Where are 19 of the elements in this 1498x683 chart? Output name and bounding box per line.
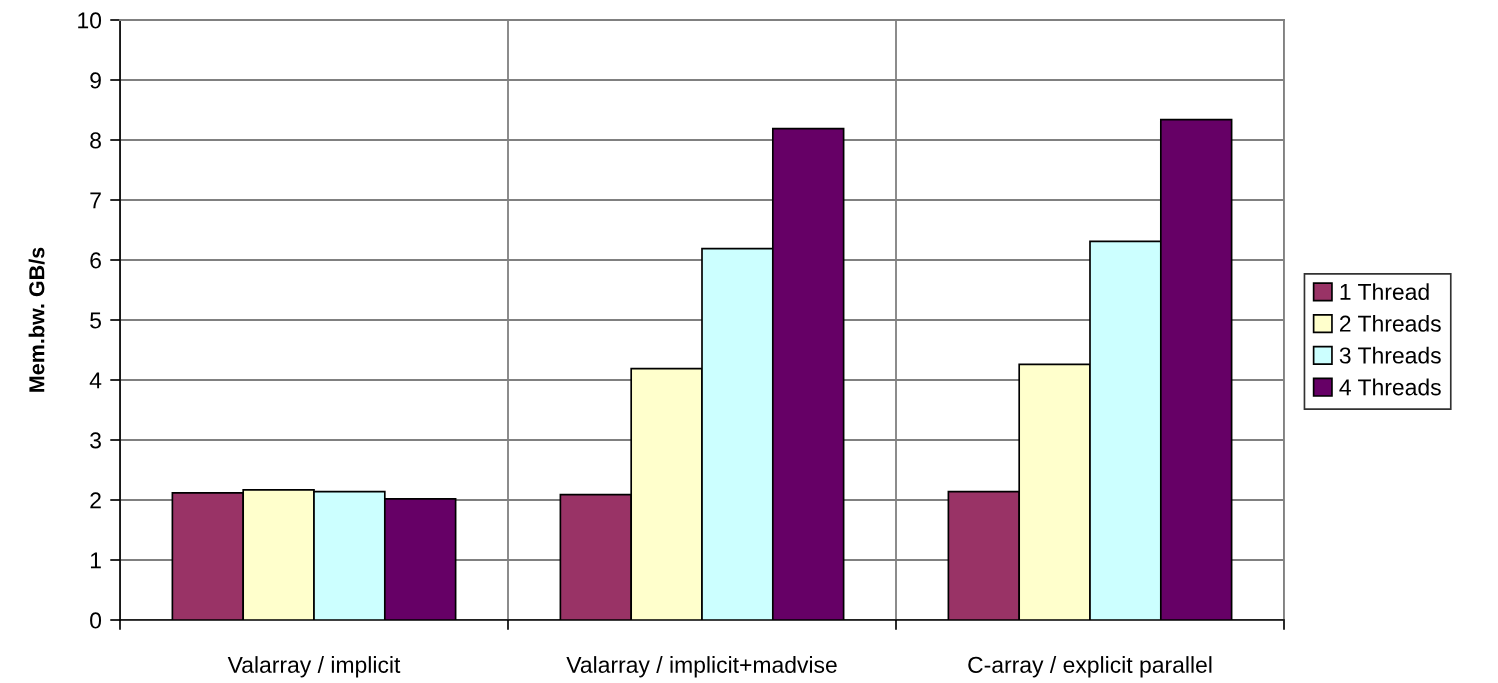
- y-tick-label: 2: [90, 492, 101, 509]
- y-tick-label: 10: [78, 12, 102, 29]
- y-tick-label: 0: [90, 612, 102, 629]
- y-axis-title: Mem.bw. GB/s: [28, 247, 45, 392]
- y-tick-label: 5: [90, 312, 101, 329]
- legend-label: 2 Threads: [1339, 314, 1441, 332]
- legend-label: 3 Threads: [1339, 346, 1441, 364]
- y-tick-label: 7: [90, 192, 101, 209]
- y-tick-label: 9: [90, 72, 101, 89]
- y-tick-label: 6: [90, 252, 101, 269]
- y-tick-label: 8: [90, 132, 101, 149]
- legend-label: 4 Threads: [1339, 378, 1441, 396]
- x-tick-label: Valarray / implicit+madvise: [566, 656, 837, 678]
- y-tick-label: 4: [89, 372, 102, 389]
- legend-label: 1 Thread: [1340, 283, 1429, 301]
- y-tick-label: 1: [90, 552, 101, 569]
- x-tick-label: C-array / explicit parallel: [968, 656, 1212, 678]
- x-tick-label: Valarray / implicit: [227, 656, 401, 678]
- y-tick-label: 3: [90, 432, 101, 449]
